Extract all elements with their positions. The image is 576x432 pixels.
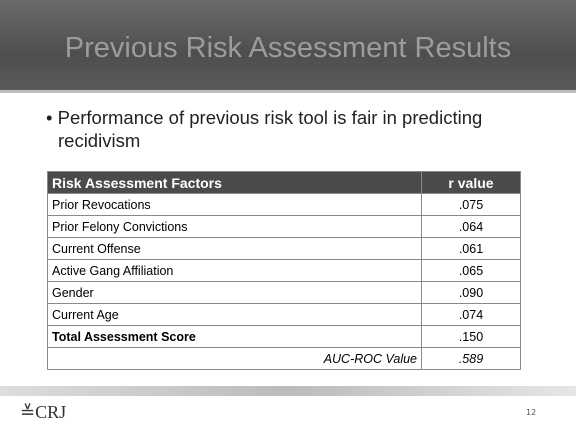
r-value: .061 <box>421 237 521 260</box>
table-row: AUC-ROC Value .589 <box>47 347 521 370</box>
header-row: Risk Assessment Factors r value <box>47 171 521 194</box>
bullet: • Performance of previous risk tool is f… <box>46 107 483 151</box>
table-row: Current Age .074 <box>47 303 521 326</box>
r-value: .075 <box>421 193 521 216</box>
r-value: .064 <box>421 215 521 238</box>
r-value: .150 <box>421 325 521 348</box>
table-row: Prior Felony Convictions .064 <box>47 215 521 238</box>
factor: Current Offense <box>47 237 422 260</box>
page-number: 12 <box>526 408 537 417</box>
r-value: .090 <box>421 281 521 304</box>
slide-title: Previous Risk Assessment Results <box>64 32 512 64</box>
table-row: Active Gang Affiliation .065 <box>47 259 521 282</box>
column-header: r value <box>421 171 521 194</box>
factor: Gender <box>47 281 422 304</box>
logo-text: CRJ <box>35 402 67 422</box>
bullet-text: Performance of previous risk tool is fai… <box>57 107 483 151</box>
results-table: Risk Assessment Factors r value Prior Re… <box>47 171 521 370</box>
footer-rule <box>0 386 576 396</box>
factor: Total Assessment Score <box>47 325 422 348</box>
factor: Prior Felony Convictions <box>47 215 422 238</box>
logo: ≚CRJ <box>20 402 67 422</box>
table-row: Total Assessment Score .150 <box>47 325 521 348</box>
r-value: .589 <box>421 347 521 370</box>
title-bar: Previous Risk Assessment Results <box>0 0 576 93</box>
column-header: Risk Assessment Factors <box>47 171 422 194</box>
table-row: Current Offense .061 <box>47 237 521 260</box>
factor: Prior Revocations <box>47 193 422 216</box>
table-body: Prior Revocations .075 Prior Felony Convic… <box>47 193 521 370</box>
factor: Current Age <box>47 303 422 326</box>
r-value: .065 <box>421 259 521 282</box>
table-row: Gender .090 <box>47 281 521 304</box>
r-value: .074 <box>421 303 521 326</box>
table-row: Prior Revocations .075 <box>47 193 521 216</box>
factor: Active Gang Affiliation <box>47 259 422 282</box>
factor: AUC-ROC Value <box>47 347 422 370</box>
